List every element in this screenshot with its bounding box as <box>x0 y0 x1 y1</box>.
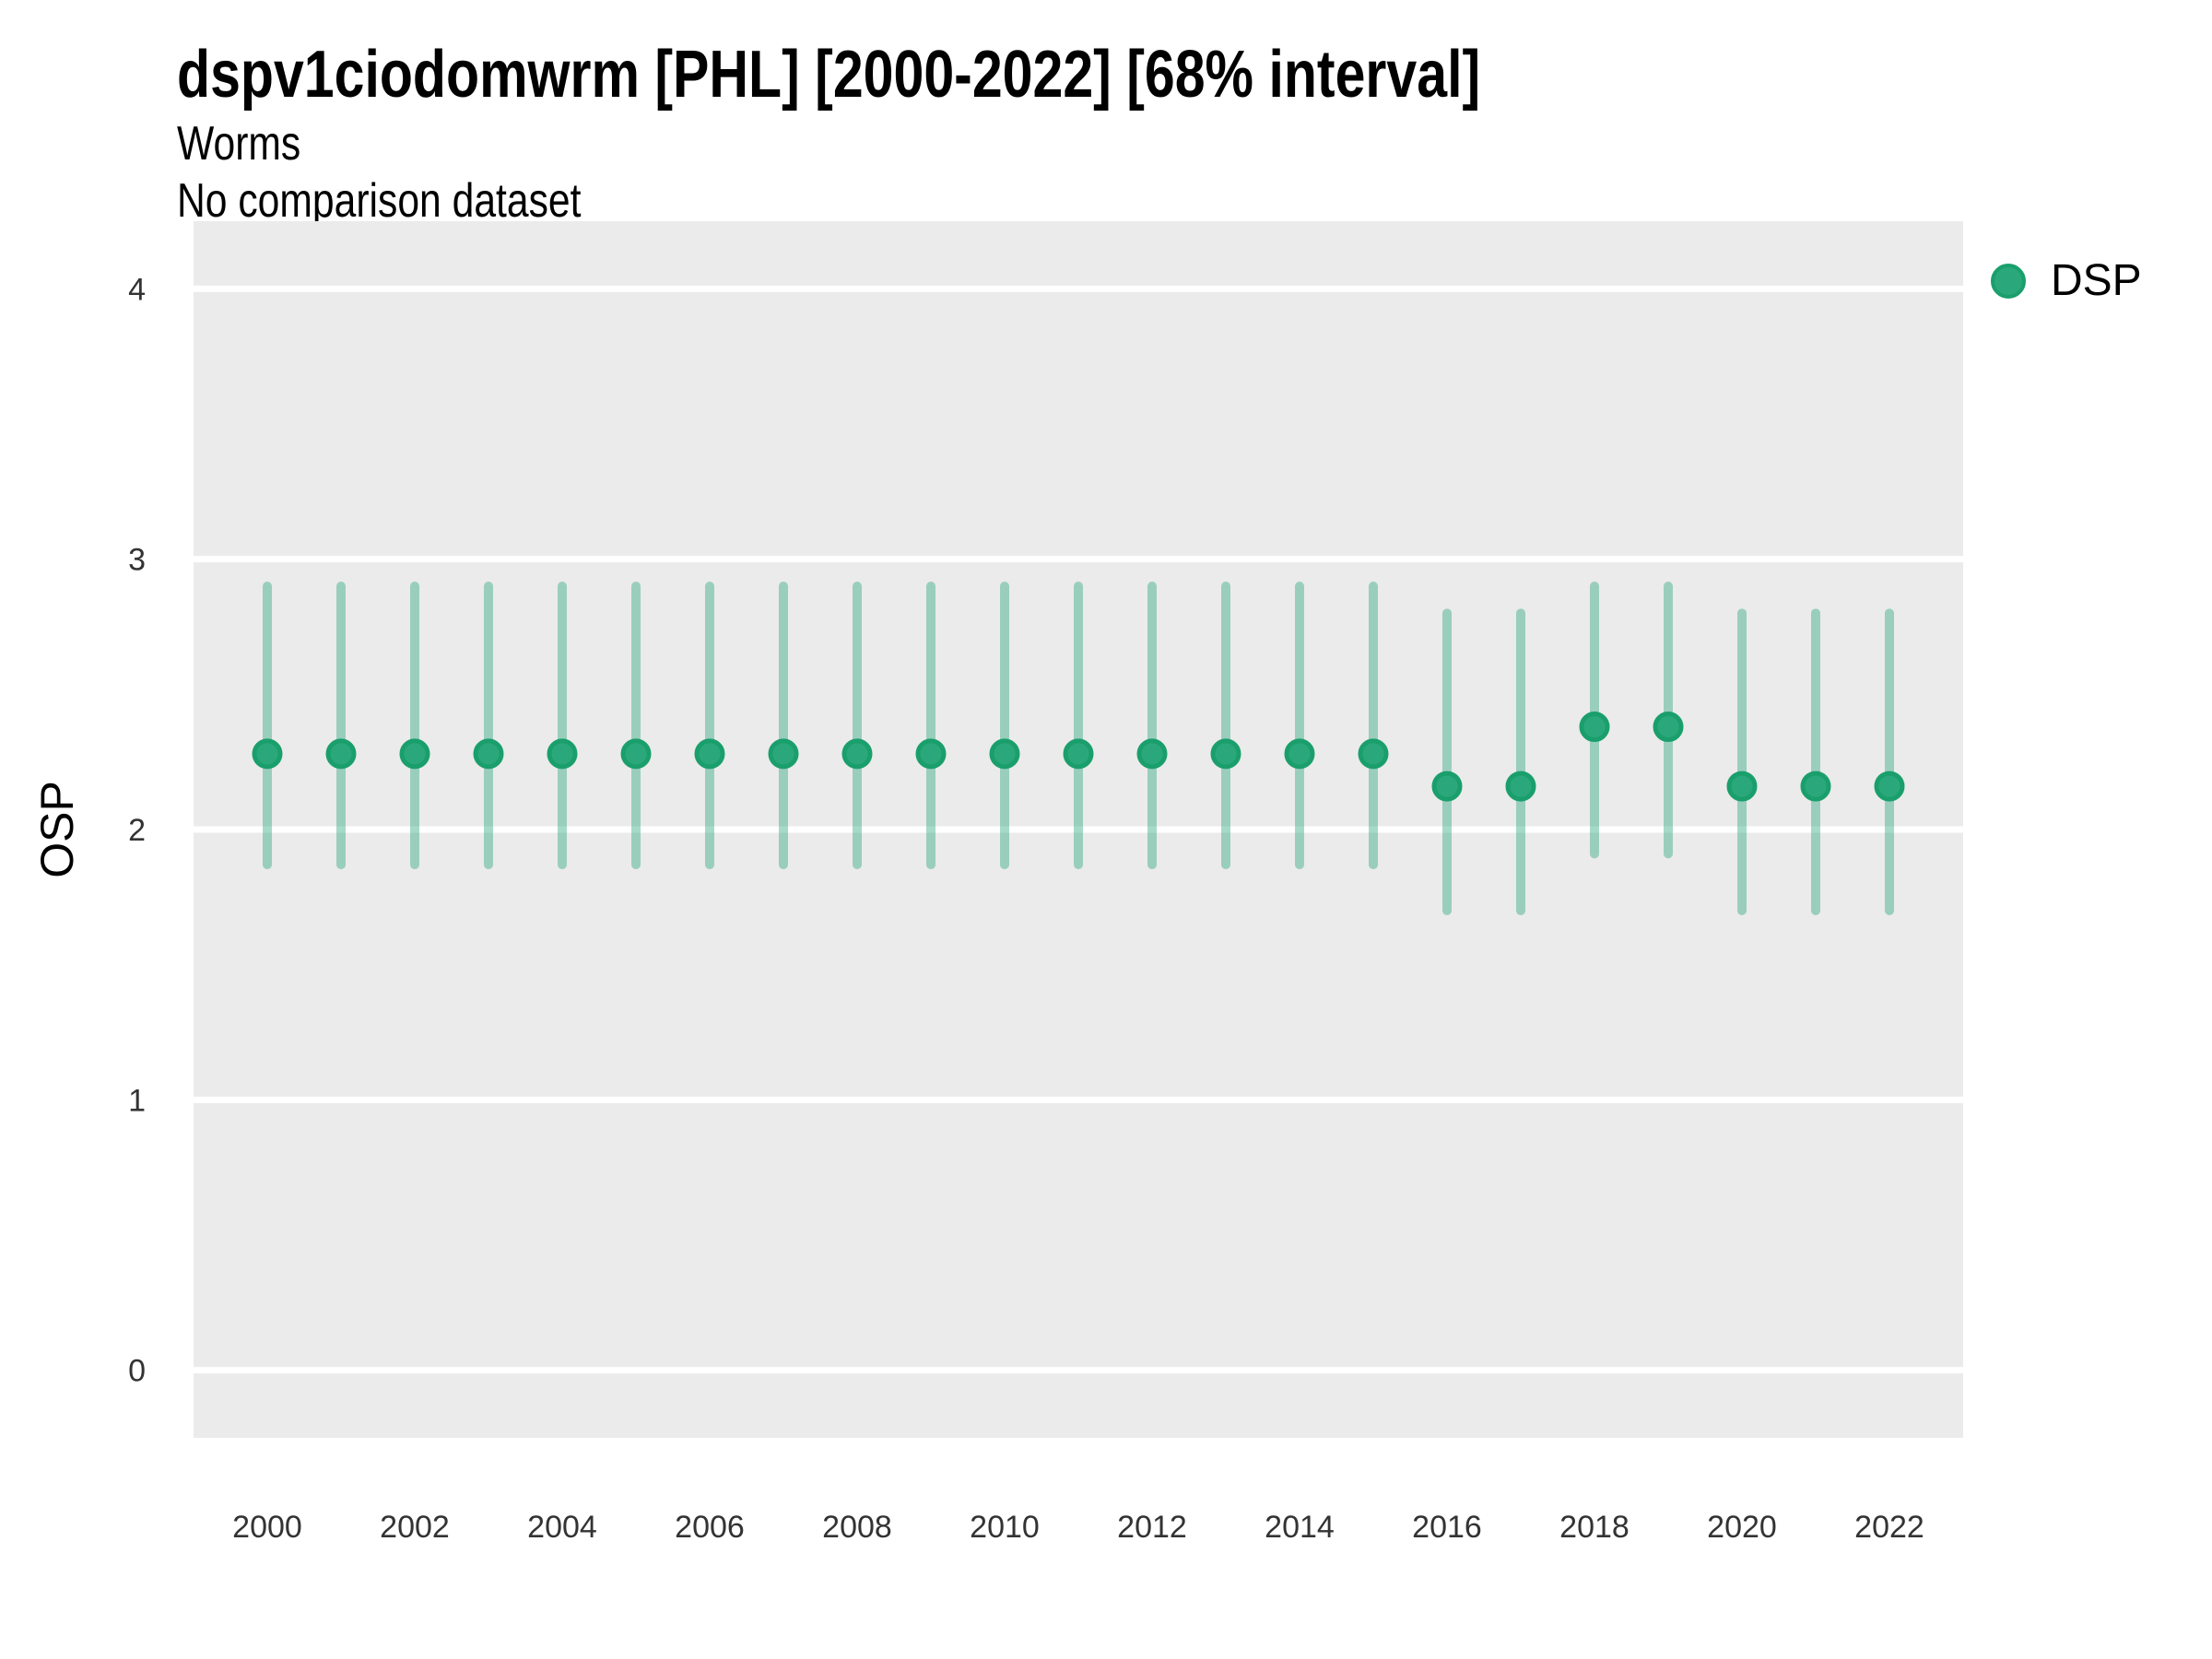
point-2000 <box>252 738 283 770</box>
x-tick-label-2012: 2012 <box>1117 1510 1187 1545</box>
y-tick-label-2: 2 <box>128 813 146 848</box>
point-2022 <box>1874 771 1905 802</box>
x-tick-label-2020: 2020 <box>1707 1510 1777 1545</box>
point-2010 <box>989 738 1020 770</box>
point-2019 <box>1653 712 1684 743</box>
y-tick-label-4: 4 <box>128 272 146 307</box>
x-tick-label-2000: 2000 <box>232 1510 302 1545</box>
point-2001 <box>325 738 357 770</box>
legend-dsp-label: DSP <box>2051 256 2142 305</box>
point-2013 <box>1210 738 1241 770</box>
x-tick-label-2018: 2018 <box>1559 1510 1630 1545</box>
point-2004 <box>547 738 578 770</box>
x-tick-label-2002: 2002 <box>380 1510 450 1545</box>
point-2017 <box>1505 771 1536 802</box>
point-2011 <box>1063 738 1094 770</box>
chart-title: dspv1ciodomwrm [PHL] [2000-2022] [68% in… <box>177 38 1481 112</box>
x-tick-label-2010: 2010 <box>970 1510 1040 1545</box>
y-tick-label-0: 0 <box>128 1354 146 1389</box>
legend: DSP <box>1991 255 2142 306</box>
point-2006 <box>694 738 725 770</box>
point-2014 <box>1284 738 1315 770</box>
x-tick-label-2022: 2022 <box>1854 1510 1924 1545</box>
point-2015 <box>1358 738 1389 770</box>
point-2002 <box>399 738 430 770</box>
y-tick-label-3: 3 <box>128 543 146 578</box>
legend-dsp-swatch-icon <box>1991 263 2026 299</box>
point-2003 <box>473 738 504 770</box>
point-2009 <box>915 738 947 770</box>
chart-subtitle: Worms <box>177 117 301 171</box>
y-tick-label-1: 1 <box>128 1083 146 1118</box>
comparison-note: No comparison dataset <box>177 174 582 228</box>
point-2016 <box>1431 771 1463 802</box>
x-tick-label-2008: 2008 <box>822 1510 892 1545</box>
point-2007 <box>768 738 799 770</box>
point-2005 <box>620 738 652 770</box>
x-tick-label-2016: 2016 <box>1412 1510 1482 1545</box>
x-tick-label-2004: 2004 <box>527 1510 597 1545</box>
point-2020 <box>1726 771 1758 802</box>
x-tick-label-2014: 2014 <box>1265 1510 1335 1545</box>
point-2021 <box>1800 771 1831 802</box>
x-tick-label-2006: 2006 <box>675 1510 745 1545</box>
point-2012 <box>1136 738 1168 770</box>
point-2018 <box>1579 712 1610 743</box>
point-2008 <box>841 738 873 770</box>
